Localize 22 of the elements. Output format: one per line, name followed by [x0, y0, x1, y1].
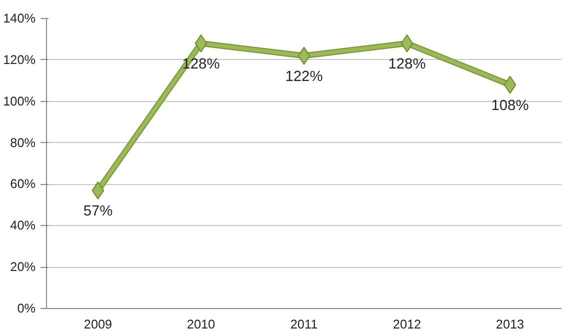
data-label: 122% [285, 68, 323, 85]
x-tick-label: 2013 [496, 318, 524, 331]
point [194, 34, 208, 52]
point [400, 34, 414, 52]
y-tick-label: 100% [3, 94, 36, 108]
data-label: 57% [83, 203, 113, 220]
point [92, 181, 104, 200]
y-tick-label: 20% [10, 260, 36, 274]
y-tick-label: 80% [10, 136, 36, 150]
x-tick-label: 2011 [290, 318, 318, 331]
y-tick-label: 60% [10, 177, 36, 192]
y-tick-label: 0% [17, 302, 36, 316]
data-label: 108% [491, 98, 529, 114]
point [298, 46, 310, 65]
x-tick-label: 2009 [84, 318, 112, 331]
y-tick-label: 120% [3, 52, 36, 67]
y-tick-label: 140% [3, 12, 36, 26]
x-tick-label: 2012 [392, 318, 422, 331]
y-tick-label: 40% [10, 218, 36, 233]
x-tick-label: 2010 [186, 318, 216, 331]
point [504, 76, 516, 94]
data-label: 128% [388, 56, 426, 72]
